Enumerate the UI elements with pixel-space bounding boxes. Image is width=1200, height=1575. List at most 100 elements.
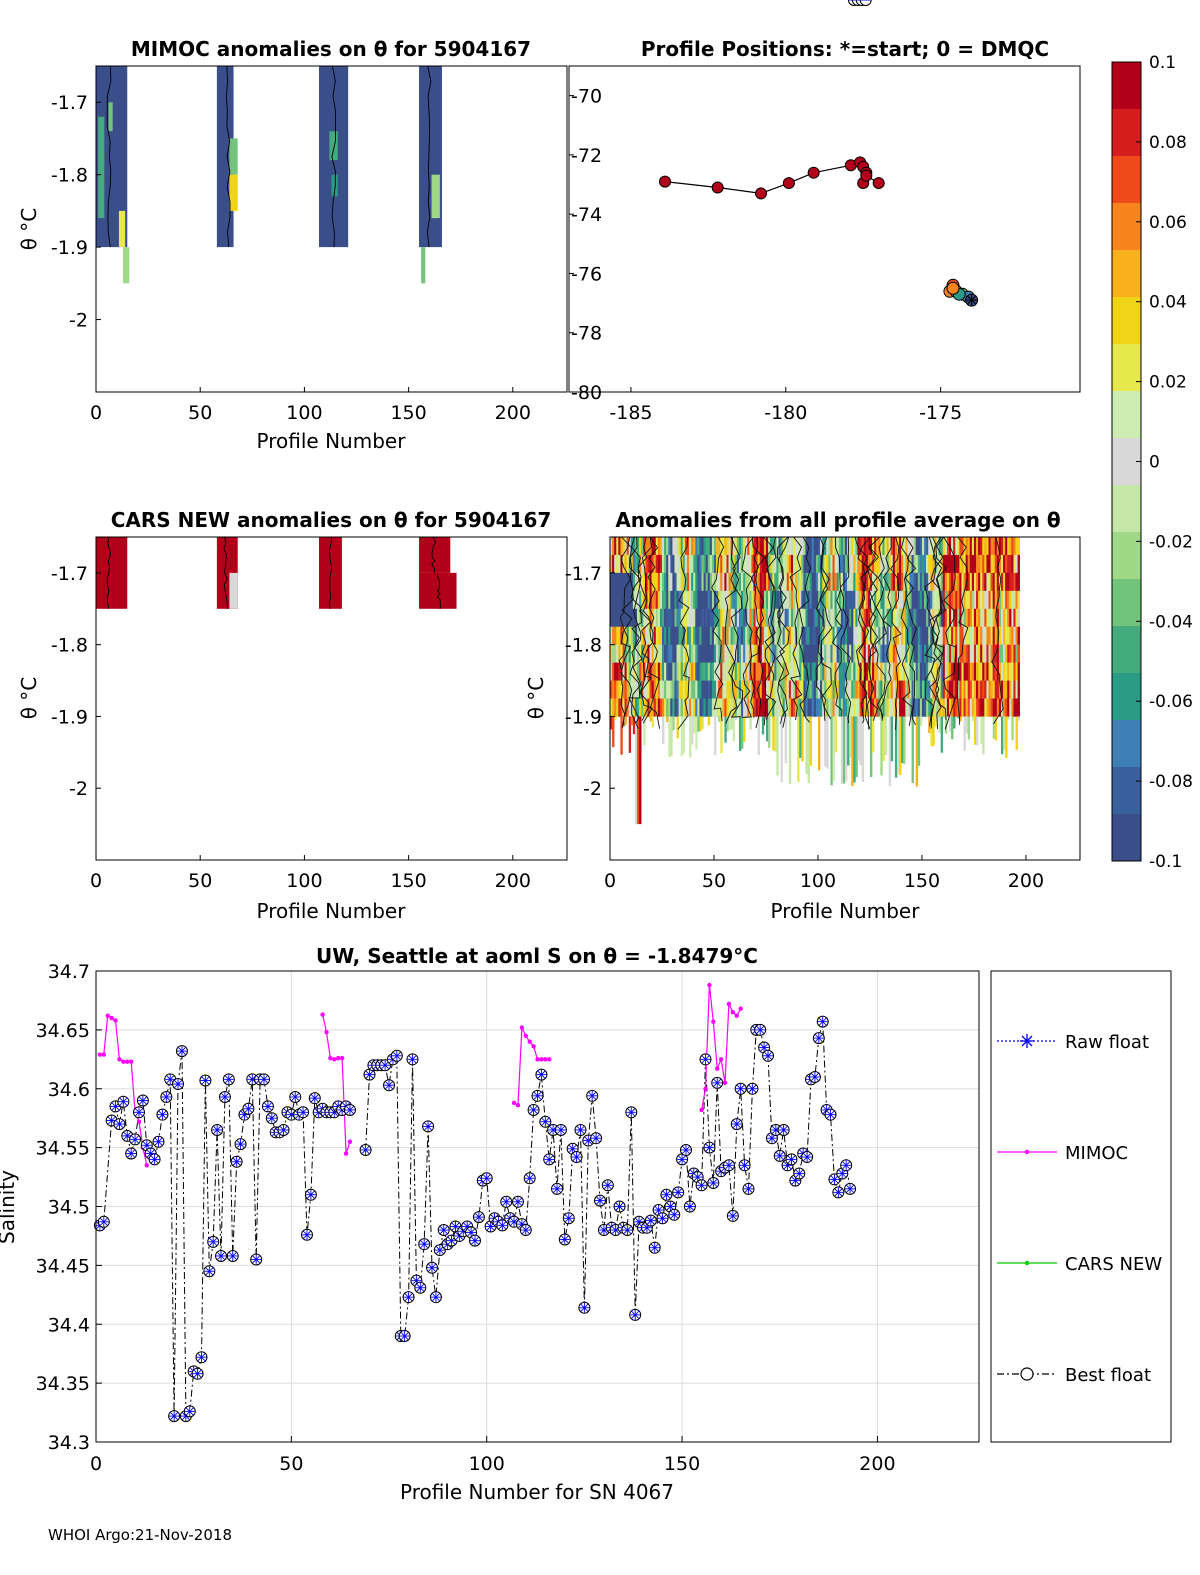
heatmap-cell: [724, 698, 727, 717]
heatmap-cell: [782, 698, 785, 717]
heatmap-cell: [661, 626, 665, 645]
heatmap-cell: [957, 572, 960, 592]
heatmap-cell: [672, 644, 675, 663]
heatmap-cell: [782, 662, 785, 681]
heatmap-cell: [801, 554, 804, 574]
heatmap-cell: [886, 626, 889, 645]
cars-axes-frame: [95, 536, 568, 861]
heatmap-cell: [951, 644, 954, 663]
heatmap-cell: [851, 680, 854, 699]
heatmap-cell: [736, 590, 740, 610]
heatmap-cell: [965, 626, 968, 645]
heatmap-cell: [961, 626, 964, 645]
mimoc-point: [734, 1013, 739, 1018]
heatmap-cell: [840, 644, 844, 663]
heatmap-cell: [888, 626, 892, 645]
heatmap-cell: [973, 662, 977, 681]
heatmap-cell: [820, 680, 823, 699]
heatmap-cell: [749, 626, 752, 645]
heatmap-cell: [928, 680, 931, 699]
x-tick-label: 50: [702, 870, 726, 892]
heatmap-cell: [832, 662, 835, 681]
best-float-point: [418, 1238, 431, 1251]
heatmap-cell: [998, 698, 1002, 717]
heatmap-cell: [899, 626, 902, 645]
heatmap-cell: [824, 644, 827, 663]
heatmap-cell: [1007, 716, 1010, 720]
heatmap-cell: [861, 644, 865, 663]
heatmap-cell: [855, 626, 858, 645]
heatmap-cell: [736, 537, 740, 556]
heatmap-cell: [610, 590, 613, 610]
heatmap-cell: [668, 662, 671, 681]
y-tick-label: -1.8: [51, 165, 88, 187]
heatmap-cell: [813, 626, 817, 645]
heatmap-cell: [724, 572, 727, 592]
heatmap-cell: [884, 554, 887, 574]
heatmap-cell: [840, 662, 844, 681]
heatmap-cell: [695, 716, 698, 750]
heatmap-cell: [859, 608, 862, 628]
heatmap-cell: [616, 554, 619, 574]
heatmap-cell: [726, 608, 729, 628]
heatmap-cell: [886, 608, 889, 628]
heatmap-cell: [657, 572, 661, 592]
heatmap-cell: [622, 572, 625, 592]
heatmap-cell: [967, 590, 971, 610]
heatmap-cell: [946, 698, 950, 717]
heatmap-cell: [118, 210, 126, 248]
heatmap-cell: [655, 608, 659, 628]
heatmap-cell: [963, 590, 966, 610]
heatmap-cell: [824, 662, 827, 681]
heatmap-cell: [788, 680, 792, 699]
heatmap-cell: [969, 554, 973, 574]
best-float-point: [652, 1204, 665, 1217]
heatmap-cell: [628, 572, 632, 592]
heatmap-cell: [612, 662, 615, 681]
heatmap-cell: [1000, 554, 1004, 574]
heatmap-cell: [1000, 608, 1004, 628]
heatmap-cell: [901, 716, 904, 763]
heatmap-cell: [718, 554, 721, 574]
heatmap-cell: [705, 590, 709, 610]
heatmap-cell: [803, 644, 806, 663]
heatmap-cell: [1017, 572, 1020, 592]
heatmap-cell: [651, 698, 654, 717]
y-tick-label: 34.5: [48, 1197, 90, 1219]
heatmap-cell: [826, 698, 829, 717]
heatmap-cell: [894, 680, 898, 699]
heatmap-cell: [699, 680, 702, 699]
heatmap-cell: [616, 572, 619, 592]
heatmap-cell: [659, 590, 663, 610]
heatmap-cell: [666, 626, 669, 645]
heatmap-cell: [976, 698, 979, 717]
heatmap-cell: [967, 698, 971, 717]
heatmap-cell: [716, 716, 719, 717]
heatmap-cell: [728, 644, 731, 663]
heatmap-cell: [834, 590, 837, 610]
colorbar-tick-label: -0.1: [1149, 852, 1182, 872]
heatmap-cell: [1009, 626, 1012, 645]
heatmap-cell: [815, 608, 819, 628]
heatmap-cell: [780, 716, 783, 783]
heatmap-cell: [924, 680, 927, 699]
heatmap-cell: [788, 572, 792, 592]
heatmap-cell: [967, 626, 971, 645]
heatmap-cell: [108, 102, 113, 132]
heatmap-cell: [849, 698, 852, 717]
heatmap-cell: [896, 662, 900, 681]
heatmap-cell: [957, 680, 960, 699]
heatmap-cell: [973, 537, 977, 556]
heatmap-cell: [944, 698, 948, 717]
heatmap-cell: [720, 644, 723, 663]
heatmap-cell: [934, 698, 937, 717]
heatmap-cell: [684, 554, 688, 574]
heatmap-cell: [776, 626, 779, 645]
heatmap-cell: [616, 644, 619, 663]
heatmap-cell: [697, 608, 700, 628]
heatmap-cell: [986, 572, 989, 592]
heatmap-cell: [693, 626, 696, 645]
heatmap-cell: [815, 644, 819, 663]
heatmap-cell: [768, 590, 771, 610]
heatmap-cell: [1000, 680, 1004, 699]
